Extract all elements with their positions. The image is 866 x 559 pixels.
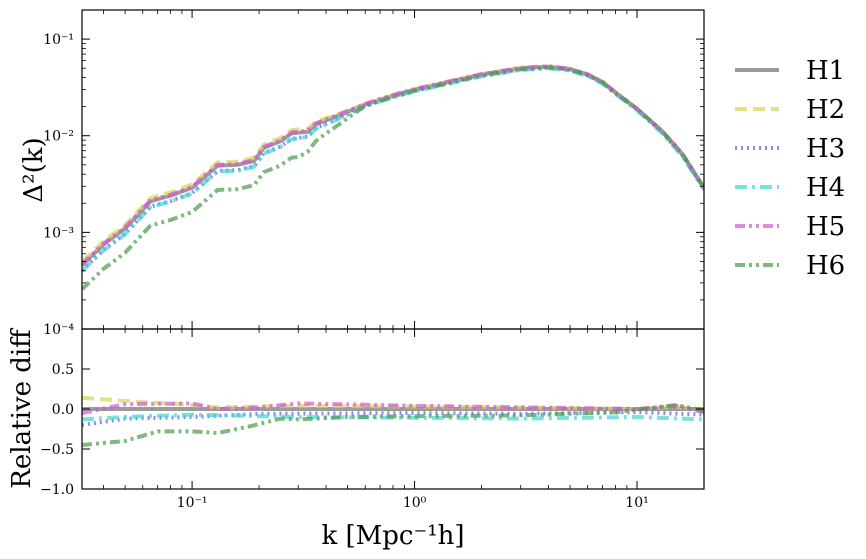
xtick-label: 10¹ bbox=[625, 495, 648, 511]
legend-label-h5: H5 bbox=[806, 212, 845, 242]
bottom-panel: −1.0 −0.5 0.0 0.5 bbox=[40, 328, 705, 498]
top-ytick-label: 10⁻¹ bbox=[43, 32, 74, 48]
top-panel: 10⁻⁴ 10⁻³ 10⁻² 10⁻¹ bbox=[43, 9, 705, 338]
top-y-axis-label: Δ²(k) bbox=[19, 137, 49, 202]
bottom-ytick-label: −0.5 bbox=[40, 442, 74, 458]
bottom-y-axis-label: Relative diff bbox=[7, 327, 37, 489]
legend-label-h6: H6 bbox=[806, 251, 845, 281]
bottom-ytick-label: 0.5 bbox=[52, 362, 74, 378]
diff-line-h4 bbox=[82, 412, 704, 422]
legend: H1 H2 H3 H4 H5 H6 bbox=[735, 56, 845, 281]
top-line-h4 bbox=[82, 66, 704, 273]
top-line-h5 bbox=[82, 64, 704, 266]
legend-label-h3: H3 bbox=[806, 134, 845, 164]
legend-label-h1: H1 bbox=[806, 56, 845, 86]
diff-line-h6 bbox=[82, 402, 704, 447]
x-axis-label: k [Mpc⁻¹h] bbox=[321, 521, 464, 551]
top-line-h6 bbox=[82, 65, 704, 291]
xtick-label: 10⁻¹ bbox=[177, 495, 208, 511]
top-ytick-label: 10⁻² bbox=[43, 129, 74, 145]
bottom-ytick-label: 0.0 bbox=[52, 402, 74, 418]
legend-label-h4: H4 bbox=[806, 173, 845, 203]
diff-line-h5 bbox=[82, 401, 704, 415]
top-panel-frame bbox=[81, 9, 705, 330]
xtick-label: 10⁰ bbox=[403, 495, 427, 511]
top-ytick-label: 10⁻⁴ bbox=[43, 322, 74, 338]
bottom-ytick-label: −1.0 bbox=[40, 482, 74, 498]
top-ytick-label: 10⁻³ bbox=[43, 225, 74, 241]
legend-label-h2: H2 bbox=[806, 95, 845, 125]
